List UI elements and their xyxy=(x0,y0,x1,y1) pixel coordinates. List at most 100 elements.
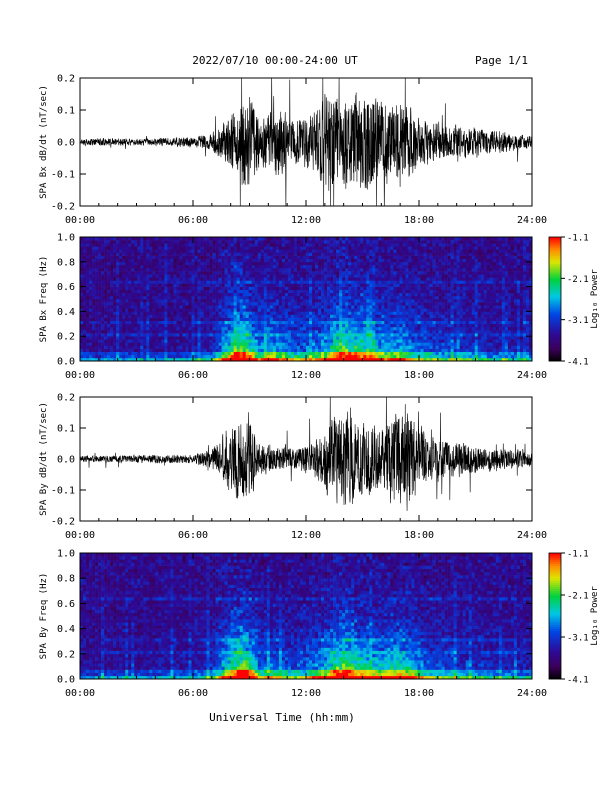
spectrogram-cell xyxy=(185,345,189,349)
spectrogram-cell xyxy=(95,261,99,266)
spectrogram-cell xyxy=(402,323,406,328)
spectrogram-cell xyxy=(179,292,183,297)
spectrogram-cell xyxy=(182,326,186,331)
spectrogram-cell xyxy=(339,274,343,278)
spectrogram-cell xyxy=(429,323,433,328)
spectrogram-cell xyxy=(378,252,382,256)
spectrogram-cell xyxy=(245,255,250,259)
spectrogram-cell xyxy=(393,351,397,356)
spectrogram-cell xyxy=(155,264,159,269)
spectrogram-cell xyxy=(278,351,283,356)
spectrogram-cell xyxy=(354,240,358,244)
spectrogram-cell xyxy=(95,333,99,337)
spectrogram-cell xyxy=(134,357,138,362)
spectrogram-cell xyxy=(381,243,385,247)
spectrogram-cell xyxy=(411,249,415,253)
spectrogram-cell xyxy=(369,261,373,266)
spectrogram-cell xyxy=(405,240,409,244)
spectrogram-cell xyxy=(284,333,289,337)
spectrogram-cell xyxy=(302,268,307,272)
spectrogram-cell xyxy=(80,317,84,321)
spectrogram-cell xyxy=(269,345,274,349)
spectrogram-cell xyxy=(336,274,340,278)
spectrogram-cell xyxy=(339,323,343,328)
spectrogram-cell xyxy=(167,302,171,306)
spectrogram-cell xyxy=(447,299,451,303)
spectrogram-cell xyxy=(92,295,96,300)
spectrogram-cell xyxy=(345,345,349,349)
spectrogram-cell xyxy=(293,326,298,331)
spectrogram-cell xyxy=(306,286,310,290)
spectrogram-cell xyxy=(278,354,283,359)
spectrogram-cell xyxy=(384,249,388,253)
spectrogram-cell xyxy=(444,357,448,362)
spectrogram-cell xyxy=(83,351,87,356)
spectrogram-cell xyxy=(116,317,120,321)
spectrogram-cell xyxy=(95,323,99,328)
spectrogram-cell xyxy=(254,258,259,263)
spectrogram-cell xyxy=(275,317,280,321)
spectrogram-cell xyxy=(339,330,343,334)
spectrogram-cell xyxy=(80,246,84,250)
spectrogram-cell xyxy=(98,246,102,250)
spectrogram-cell xyxy=(107,320,111,325)
spectrogram-cell xyxy=(134,330,138,334)
spectrogram-cell xyxy=(260,261,265,266)
spectrogram-cell xyxy=(209,345,213,349)
spectrogram-cell xyxy=(224,277,228,281)
spectrogram-cell xyxy=(104,345,108,349)
spectrogram-cell xyxy=(230,246,234,250)
spectrogram-cell xyxy=(227,243,231,247)
spectrogram-cell xyxy=(375,286,379,290)
spectrogram-cell xyxy=(140,317,144,321)
spectrogram-cell xyxy=(387,299,391,303)
spectrogram-cell xyxy=(438,348,442,352)
spectrogram-cell xyxy=(101,246,105,250)
spectrogram-cell xyxy=(444,295,448,300)
spectrogram-cell xyxy=(345,333,349,337)
spectrogram-cell xyxy=(236,283,240,287)
spectrogram-cell xyxy=(384,339,388,343)
spectrogram-cell xyxy=(95,299,99,303)
spectrogram-cell xyxy=(266,317,271,321)
spectrogram-cell xyxy=(299,255,304,259)
spectrogram-cell xyxy=(366,252,370,256)
spectrogram-cell xyxy=(125,339,129,343)
spectrogram-cell xyxy=(98,336,102,340)
spectrogram-cell xyxy=(393,342,397,346)
spectrogram-cell xyxy=(98,317,102,321)
spectrogram-cell xyxy=(188,333,192,337)
spectrogram-cell xyxy=(131,339,135,343)
spectrogram-cell xyxy=(287,252,292,256)
spectrogram-cell xyxy=(390,274,394,278)
spectrogram-cell xyxy=(140,289,144,294)
spectrogram-cell xyxy=(387,277,391,281)
spectrogram-cell xyxy=(119,314,123,318)
spectrogram-cell xyxy=(435,354,439,359)
spectrogram-cell xyxy=(342,342,346,346)
spectrogram-cell xyxy=(284,351,289,356)
spectrogram-cell xyxy=(393,299,397,303)
spectrogram-cell xyxy=(197,286,201,290)
spectrogram-cell xyxy=(152,258,156,263)
spectrogram-cell xyxy=(233,268,237,272)
spectrogram-cell xyxy=(113,302,117,306)
spectrogram-cell xyxy=(236,302,240,306)
spectrogram-cell xyxy=(182,249,186,253)
spectrogram-cell xyxy=(83,268,87,272)
spectrogram-cell xyxy=(312,249,316,253)
spectrogram-cell xyxy=(251,277,256,281)
spectrogram-cell xyxy=(161,339,165,343)
spectrogram-cell xyxy=(336,323,340,328)
spectrogram-cell xyxy=(399,237,403,241)
spectrogram-cell xyxy=(432,286,436,290)
spectrogram-cell xyxy=(92,268,96,272)
spectrogram-cell xyxy=(92,345,96,349)
spectrogram-cell xyxy=(110,240,114,244)
spectrogram-cell xyxy=(230,339,234,343)
spectrogram-cell xyxy=(146,249,150,253)
spectrogram-cell xyxy=(197,305,201,309)
spectrogram-cell xyxy=(321,354,325,359)
spectrogram-cell xyxy=(221,320,225,325)
spectrogram-cell xyxy=(158,246,162,250)
